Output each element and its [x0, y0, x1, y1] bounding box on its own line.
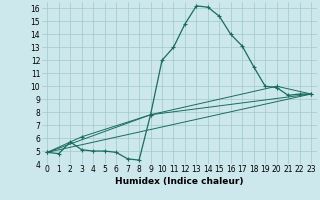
X-axis label: Humidex (Indice chaleur): Humidex (Indice chaleur) [115, 177, 244, 186]
